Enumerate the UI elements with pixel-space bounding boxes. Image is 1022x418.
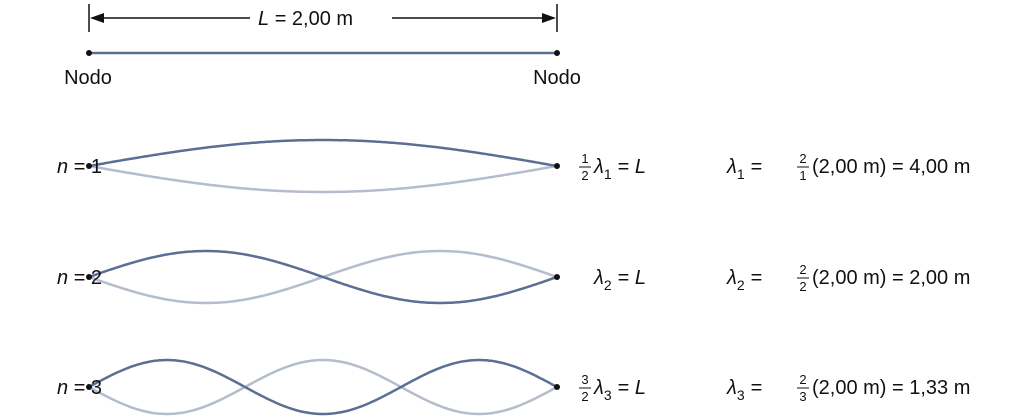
harmonic-label: n = 1 bbox=[57, 156, 102, 178]
wave-dark-3 bbox=[88, 358, 558, 416]
fraction-denominator: 2 bbox=[799, 279, 806, 294]
wave-dark-1 bbox=[88, 138, 558, 168]
node-dot bbox=[554, 163, 560, 169]
harmonic-row-2: n = 2 λ2 = L λ2 = 2 2 (2,00 m) = 2,00 m bbox=[57, 249, 970, 305]
svg-text:L = 2,00 m: L = 2,00 m bbox=[258, 8, 353, 30]
node-dot bbox=[554, 274, 560, 280]
node-dot bbox=[86, 384, 92, 390]
coef-denominator: 2 bbox=[581, 389, 588, 404]
wave-light-1 bbox=[88, 164, 558, 194]
wavelength-lhs: λ2 = bbox=[726, 267, 762, 293]
harmonic-label: n = 2 bbox=[57, 267, 102, 289]
harmonic-label: n = 3 bbox=[57, 377, 102, 399]
wavelength-result: (2,00 m) = 4,00 m bbox=[812, 156, 970, 178]
wavelength-result: (2,00 m) = 2,00 m bbox=[812, 267, 970, 289]
wave-light-3 bbox=[88, 358, 558, 416]
fraction-numerator: 2 bbox=[799, 372, 806, 387]
wave-dark-2 bbox=[88, 249, 558, 305]
node-label-right: Nodo bbox=[533, 67, 581, 89]
standing-condition: λ1 = L bbox=[593, 156, 646, 182]
fraction-denominator: 3 bbox=[799, 389, 806, 404]
arrow-left-icon bbox=[90, 13, 104, 23]
wavelength-lhs: λ1 = bbox=[726, 156, 762, 182]
wavelength-result: (2,00 m) = 1,33 m bbox=[812, 377, 970, 399]
standing-condition: λ3 = L bbox=[593, 377, 646, 403]
node-dot bbox=[86, 163, 92, 169]
node-dot bbox=[554, 384, 560, 390]
standing-condition: λ2 = L bbox=[593, 267, 646, 293]
coef-numerator: 3 bbox=[581, 372, 588, 387]
arrow-right-icon bbox=[542, 13, 556, 23]
wavelength-lhs: λ3 = bbox=[726, 377, 762, 403]
length-symbol: L bbox=[258, 8, 269, 30]
node-label-left: Nodo bbox=[64, 67, 112, 89]
coef-denominator: 2 bbox=[581, 168, 588, 183]
fraction-numerator: 2 bbox=[799, 262, 806, 277]
coef-numerator: 1 bbox=[581, 151, 588, 166]
length-value: = 2,00 m bbox=[275, 8, 353, 30]
fraction-denominator: 1 bbox=[799, 168, 806, 183]
string-at-rest: Nodo Nodo bbox=[64, 50, 581, 89]
fraction-numerator: 2 bbox=[799, 151, 806, 166]
harmonic-row-1: n = 1 1 2 λ1 = L λ1 = 2 1 (2,00 m) = 4,00 m bbox=[57, 138, 970, 194]
node-dot bbox=[86, 274, 92, 280]
harmonic-row-3: n = 3 3 2 λ3 = L λ3 = 2 3 (2,00 m) = 1,33 m bbox=[57, 358, 970, 416]
length-dimension: L = 2,00 m bbox=[88, 4, 558, 32]
